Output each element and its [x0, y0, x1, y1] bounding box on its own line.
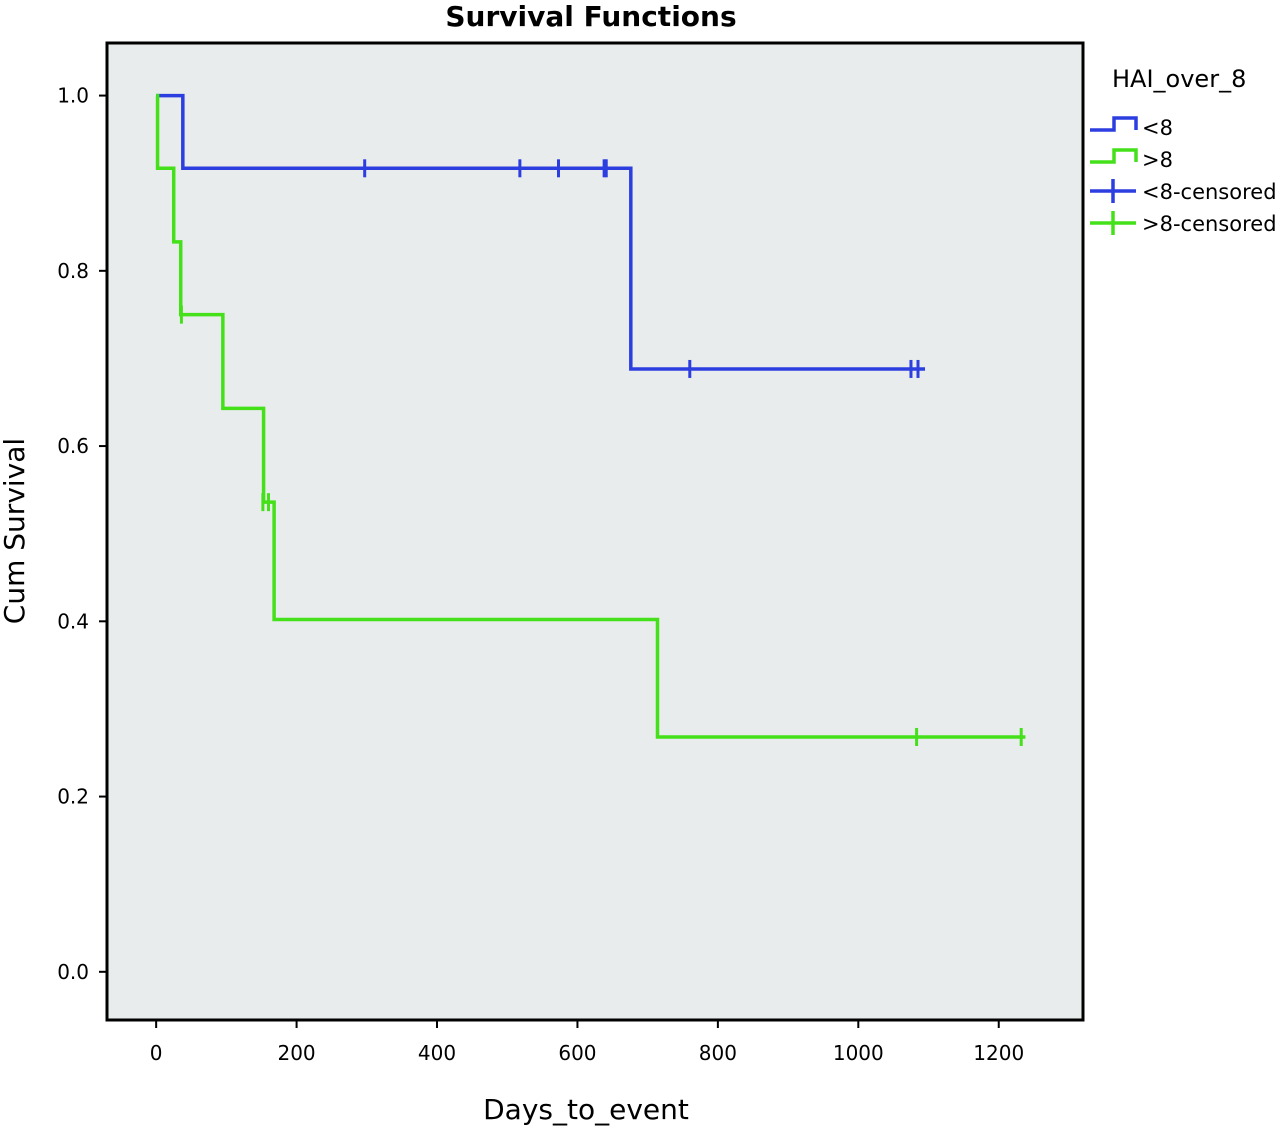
y-tick-label: 0.2 [57, 785, 89, 809]
y-axis-label: Cum Survival [0, 438, 31, 624]
legend-swatch [1090, 116, 1138, 132]
series-layer [155, 93, 1026, 746]
y-axis: 0.0 0.2 0.4 0.6 0.8 1.0 [57, 84, 107, 984]
y-tick-label: 0.4 [57, 609, 89, 633]
legend-entry: <8-censored [1090, 179, 1277, 204]
legend-entry: >8-censored [1090, 211, 1277, 236]
legend-title: HAI_over_8 [1112, 65, 1246, 93]
plot-area [105, 41, 1085, 1022]
x-tick-label: 800 [699, 1041, 737, 1065]
series-line-over-8 [155, 93, 1026, 739]
legend-label: >8-censored [1142, 212, 1277, 236]
legend-label: <8 [1142, 116, 1173, 140]
x-tick-label: 0 [150, 1041, 163, 1065]
y-tick-label: 0.6 [57, 434, 89, 458]
x-tick-label: 1000 [833, 1041, 884, 1065]
y-tick-label: 1.0 [57, 84, 89, 108]
legend-entry: <8 [1090, 116, 1173, 140]
x-tick-label: 600 [558, 1041, 596, 1065]
legend-entry: >8 [1090, 148, 1173, 172]
legend-label: >8 [1142, 148, 1173, 172]
series-line-under-8 [156, 93, 926, 371]
x-tick-label: 200 [277, 1041, 315, 1065]
x-tick-label: 400 [418, 1041, 456, 1065]
legend-label: <8-censored [1142, 180, 1277, 204]
x-tick-label: 1200 [973, 1041, 1024, 1065]
legend-swatch [1090, 148, 1138, 164]
y-tick-label: 0.0 [57, 960, 89, 984]
x-axis: 0 200 400 600 800 1000 1200 [150, 1020, 1024, 1065]
chart-title: Survival Functions [445, 0, 736, 33]
legend: HAI_over_8 <8 >8 <8-censored >8-censored [1090, 65, 1277, 236]
x-axis-label: Days_to_event [483, 1093, 689, 1126]
y-tick-label: 0.8 [57, 259, 89, 283]
